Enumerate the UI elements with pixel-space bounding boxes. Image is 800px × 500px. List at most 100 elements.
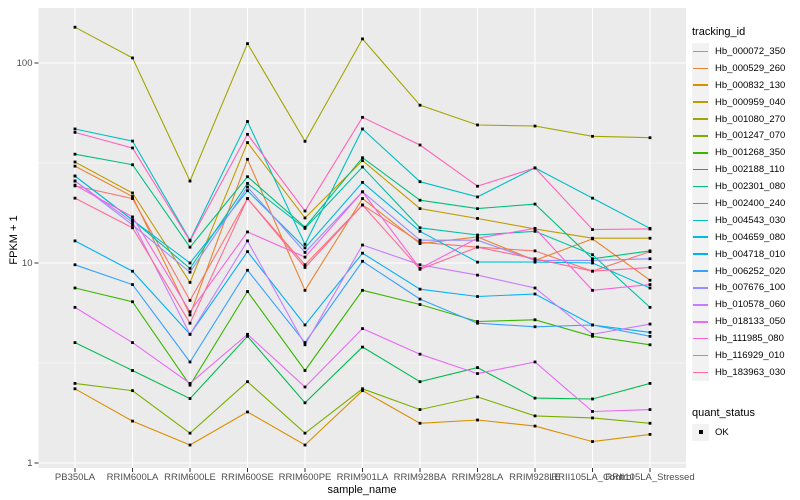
tracking-id-legend-entries: Hb_000072_350 Hb_000529_260 Hb_000832_130 H… (692, 42, 800, 381)
x-tick-label: RRII105LA_Control (551, 472, 633, 483)
data-point (361, 288, 364, 292)
data-point (418, 207, 422, 211)
legend-entry-Hb_000832_130: Hb_000832_130 (692, 76, 800, 94)
data-point (648, 257, 652, 261)
data-point (591, 410, 594, 413)
x-tick-label: RRIM600PE (279, 472, 332, 483)
data-point (591, 269, 594, 273)
data-point (131, 195, 134, 198)
data-point (648, 382, 652, 385)
quant-ok-label: OK (715, 426, 729, 438)
data-point (476, 320, 479, 323)
data-point (303, 255, 307, 259)
data-point (303, 343, 307, 347)
data-point (476, 366, 479, 369)
data-point (131, 146, 134, 150)
data-point (303, 288, 307, 292)
data-point (361, 389, 364, 393)
data-point (648, 236, 652, 240)
legend-entry-Hb_004543_030: Hb_004543_030 (692, 211, 800, 229)
data-point (361, 251, 364, 255)
data-point (73, 305, 77, 309)
legend-entry-label: Hb_001268_350 (715, 147, 786, 159)
data-point (303, 401, 307, 405)
data-point (476, 418, 479, 422)
data-point (246, 250, 249, 254)
data-point (246, 120, 249, 123)
data-point (188, 383, 192, 387)
data-point (131, 341, 134, 344)
data-point (591, 257, 594, 261)
y-tick-label: 10 (22, 258, 33, 269)
data-point (131, 56, 134, 60)
data-point (648, 334, 652, 338)
data-point (533, 318, 537, 322)
data-point (418, 421, 422, 425)
data-point (303, 226, 307, 230)
x-tick-label: RRIM600SE (221, 472, 274, 483)
data-point (476, 245, 479, 249)
data-point (418, 263, 422, 267)
legend-entry-label: Hb_116929_010 (715, 349, 785, 361)
data-point (476, 233, 479, 237)
data-point (131, 139, 134, 143)
data-point (361, 327, 364, 330)
legend-entry-label: Hb_000072_350 (715, 45, 786, 57)
legend-line-sample-icon (693, 287, 708, 289)
data-point (246, 132, 249, 136)
data-point (591, 288, 594, 292)
data-point (591, 228, 594, 231)
data-point (533, 249, 537, 253)
legend-key-swatch (692, 262, 709, 280)
legend-entry-label: Hb_001247_070 (715, 130, 786, 142)
data-point (591, 259, 594, 262)
data-point (188, 310, 192, 314)
data-point (246, 141, 249, 144)
legend-key-swatch (692, 194, 709, 212)
legend-line-sample-icon (693, 270, 708, 272)
legend-line-sample-icon (693, 50, 708, 53)
data-point (533, 325, 537, 329)
data-point (303, 431, 307, 435)
data-point (131, 300, 134, 304)
legend-entry-Hb_004659_080: Hb_004659_080 (692, 228, 800, 246)
legend-line-sample-icon (693, 236, 708, 239)
data-point (361, 37, 364, 41)
data-point (533, 414, 537, 418)
legend-key-swatch (692, 363, 709, 381)
legend-line-sample-icon (693, 253, 708, 255)
data-point (131, 191, 134, 195)
data-point (533, 202, 537, 206)
data-point (418, 238, 422, 242)
data-point (246, 189, 249, 193)
quant-ok-key-swatch (692, 423, 709, 441)
data-point (648, 432, 652, 436)
data-point (131, 223, 134, 227)
legend-entry-label: Hb_002188_110 (715, 164, 785, 176)
legend-entry-label: Hb_004543_030 (715, 214, 786, 226)
data-point (73, 25, 77, 29)
legend-line-sample-icon (693, 219, 708, 222)
data-point (533, 229, 537, 233)
data-point (246, 380, 249, 384)
data-point (361, 190, 364, 194)
data-point (131, 419, 134, 423)
black-square-marker-icon (698, 430, 703, 435)
data-point (476, 236, 479, 240)
data-point (648, 305, 652, 309)
data-point (361, 345, 364, 349)
data-point (533, 124, 537, 128)
data-point (188, 266, 192, 270)
data-point (418, 103, 422, 107)
data-point (73, 130, 77, 134)
legend-key-swatch (692, 42, 709, 60)
data-point (188, 179, 192, 183)
data-point (533, 424, 537, 428)
quant-status-legend-entry: OK (692, 423, 800, 441)
legend-key-swatch (692, 228, 709, 246)
data-point (361, 259, 364, 263)
legend-entry-Hb_006252_020: Hb_006252_020 (692, 262, 800, 280)
legend-line-sample-icon (693, 84, 708, 87)
x-tick-label: RRIM928LA (452, 472, 504, 483)
legend-key-swatch (692, 110, 709, 128)
